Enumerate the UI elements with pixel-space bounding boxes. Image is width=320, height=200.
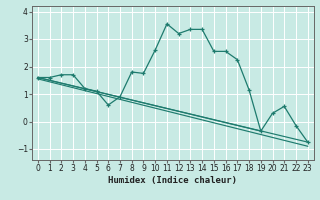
X-axis label: Humidex (Indice chaleur): Humidex (Indice chaleur)	[108, 176, 237, 185]
